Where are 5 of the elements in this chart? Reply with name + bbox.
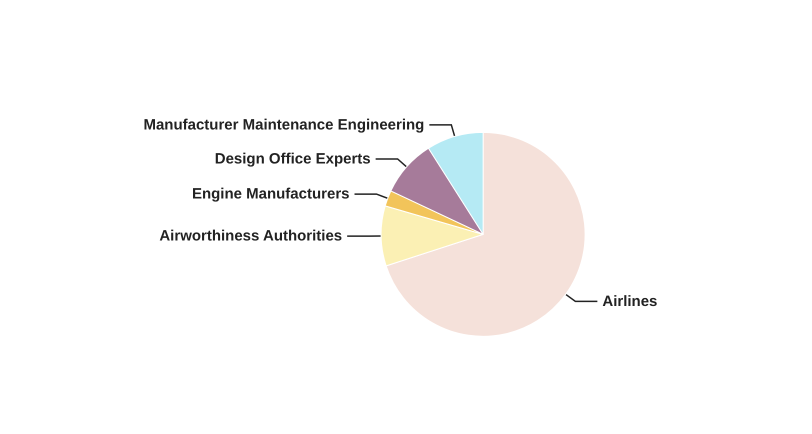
- slice-label: Manufacturer Maintenance Engineering: [143, 116, 424, 134]
- slice-label: Engine Manufacturers: [192, 186, 350, 203]
- slice-label: Airworthiness Authorities: [159, 228, 342, 245]
- slice-label: Design Office Experts: [214, 150, 371, 168]
- slice-label: Airlines: [602, 292, 658, 310]
